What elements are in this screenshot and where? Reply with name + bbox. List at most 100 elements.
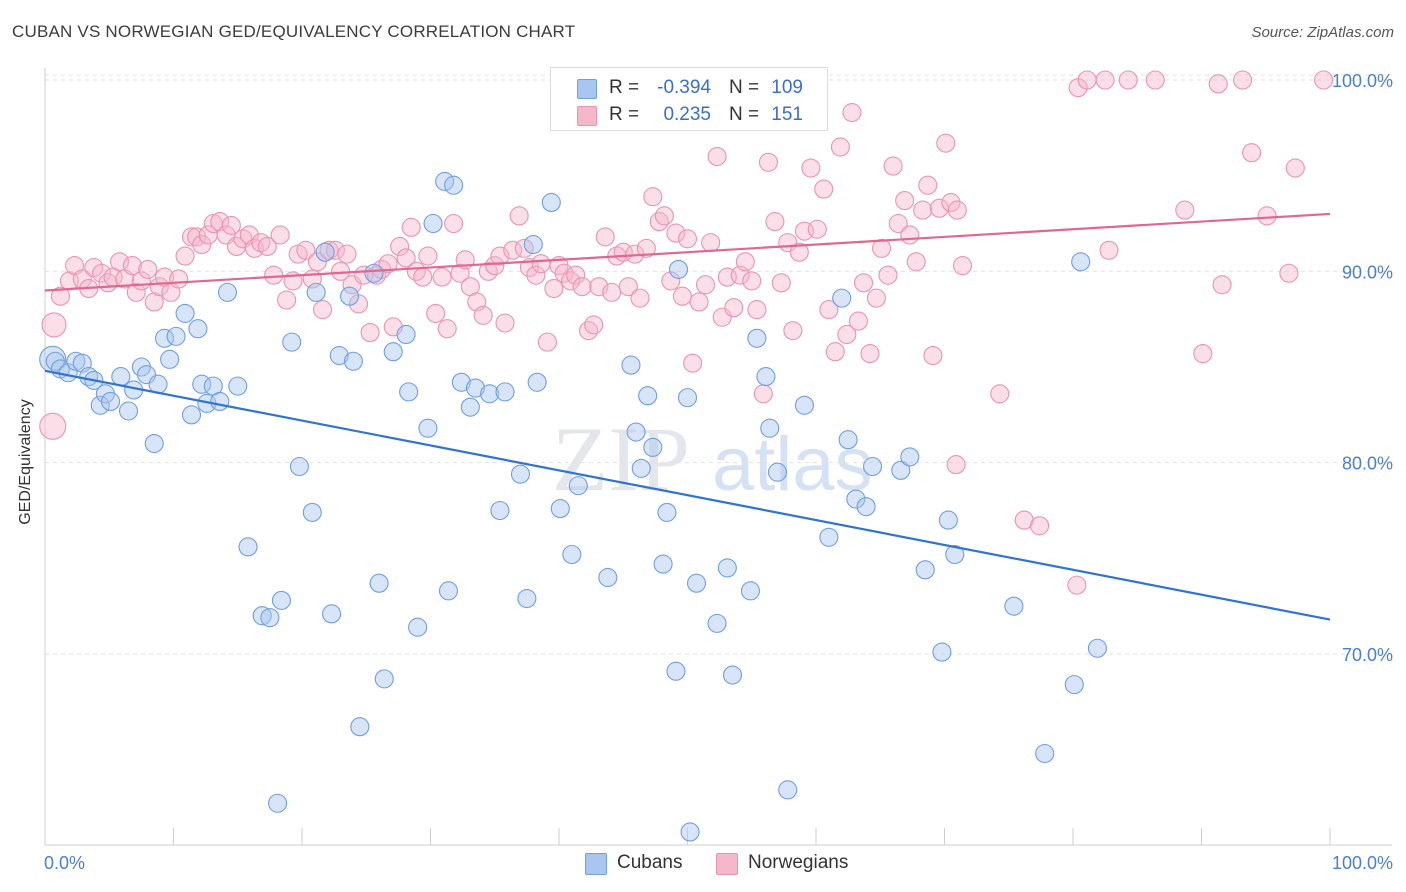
watermark-atlas: atlas <box>712 422 873 507</box>
cuban-point <box>252 606 272 626</box>
norwegian-point <box>360 323 380 343</box>
norwegian-point <box>765 212 785 232</box>
norwegian-point <box>618 277 638 297</box>
cuban-point <box>862 456 883 477</box>
cubans-trend-line <box>44 369 1331 621</box>
cuban-point <box>188 319 208 339</box>
norwegian-point <box>122 256 142 276</box>
cuban-point <box>541 192 561 213</box>
cuban-point <box>306 282 326 302</box>
norwegian-point <box>1030 516 1050 536</box>
norwegian-point <box>814 179 834 199</box>
norwegians-legend-label: Norwegians <box>748 852 849 873</box>
cubans-r-value: -0.394 <box>657 77 711 98</box>
norwegians-n-value: 151 <box>771 104 803 125</box>
norwegian-point <box>1175 200 1195 220</box>
axes <box>44 68 1392 846</box>
cuban-point <box>217 282 238 302</box>
cuban-point <box>1035 743 1055 764</box>
norwegian-point <box>701 233 721 253</box>
cuban-point <box>523 234 543 255</box>
stats-legend: R = -0.394 N = 109 R = 0.235 N = 151 <box>550 67 828 131</box>
cuban-point <box>495 382 515 402</box>
cuban-point <box>767 462 788 482</box>
y-tick-label: 90.0% <box>1342 262 1393 282</box>
cuban-point <box>1064 675 1084 695</box>
cuban-point <box>527 372 547 392</box>
norwegian-point <box>895 190 915 211</box>
cuban-point <box>438 581 459 601</box>
norwegian-point <box>495 313 515 333</box>
cuban-point <box>396 324 416 345</box>
norwegian-point <box>837 324 857 345</box>
cuban-point <box>339 286 360 306</box>
norwegian-point <box>307 252 327 272</box>
n-label: N = <box>729 77 760 98</box>
norwegian-point <box>84 257 104 278</box>
norwegian-point <box>735 252 755 272</box>
norwegian-point <box>672 286 692 306</box>
norwegian-point <box>724 298 744 318</box>
norwegian-point <box>572 277 592 297</box>
norwegian-point <box>589 277 609 297</box>
norwegian-point <box>807 219 827 239</box>
norwegian-point <box>41 312 67 338</box>
norwegian-point <box>825 342 845 362</box>
cuban-point <box>856 497 876 517</box>
cuban-point <box>1087 638 1107 658</box>
cuban-point <box>160 349 180 369</box>
norwegian-point <box>654 206 674 226</box>
norwegian-point <box>181 227 202 247</box>
norwegian-point <box>753 384 773 404</box>
norwegian-point <box>509 206 529 226</box>
norwegian-point <box>1279 263 1299 283</box>
cuban-point <box>118 401 139 421</box>
cuban-point <box>945 544 965 565</box>
cuban-point <box>938 510 958 530</box>
cuban-point <box>677 388 698 408</box>
norwegian-point <box>649 212 669 232</box>
cuban-point <box>302 502 322 522</box>
cuban-point <box>111 367 131 387</box>
norwegian-point <box>91 263 112 283</box>
cuban-point <box>891 460 911 480</box>
norwegians-points <box>39 70 1334 595</box>
cuban-point <box>707 613 727 633</box>
cuban-point <box>322 604 342 624</box>
cuban-point <box>383 342 403 362</box>
norwegian-point <box>1145 70 1165 90</box>
cuban-point <box>329 345 349 366</box>
norwegian-point <box>418 246 438 266</box>
cuban-point <box>838 430 858 450</box>
norwegian-point <box>1067 575 1087 595</box>
norwegian-point <box>747 300 767 320</box>
norwegian-point <box>866 288 886 308</box>
norwegian-point <box>683 353 703 373</box>
norwegian-point <box>39 412 67 440</box>
x-tick-label-start: 0.0% <box>44 853 85 873</box>
norwegian-point <box>918 175 938 195</box>
cuban-point <box>166 326 186 346</box>
cuban-point <box>568 476 588 496</box>
cuban-point <box>343 351 363 371</box>
cubans-legend-label: Cubans <box>617 852 683 873</box>
cuban-point <box>364 263 384 283</box>
norwegian-point <box>109 252 130 272</box>
cuban-point <box>490 500 510 521</box>
norwegian-point <box>1242 143 1262 163</box>
norwegian-point <box>1314 70 1334 90</box>
cuban-point <box>598 567 618 588</box>
norwegian-point <box>221 215 241 235</box>
cuban-point <box>932 642 952 662</box>
norwegian-point <box>661 271 681 291</box>
cuban-point <box>228 376 248 396</box>
cuban-point <box>465 378 486 398</box>
cuban-point <box>626 422 646 442</box>
norwegian-point <box>842 102 862 123</box>
norwegian-point <box>830 137 850 157</box>
norwegian-point <box>519 257 539 278</box>
y-tick-label: 80.0% <box>1342 454 1393 474</box>
cuban-point <box>374 669 394 689</box>
norwegian-point <box>848 311 868 331</box>
